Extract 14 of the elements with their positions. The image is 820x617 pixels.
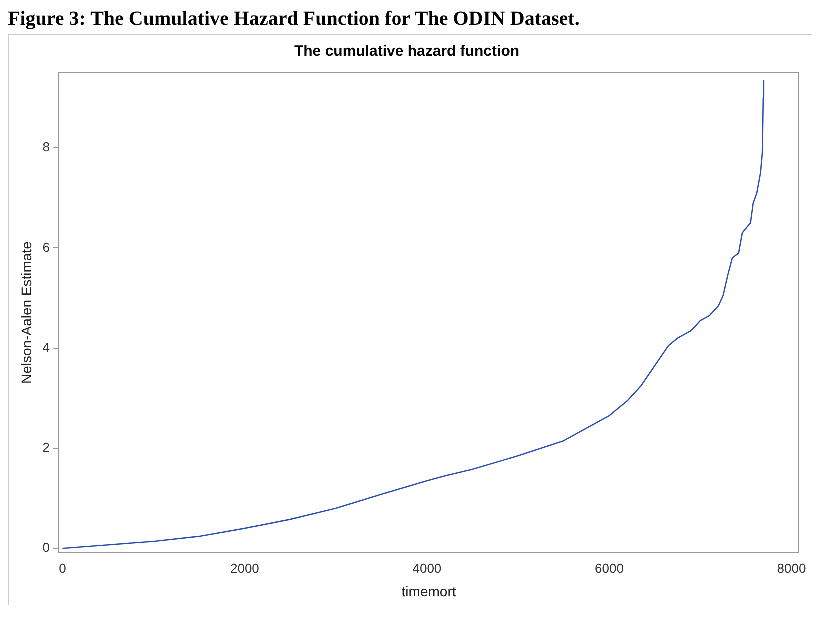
x-tick-label: 2000 (230, 560, 260, 576)
x-axis-title: timemort (402, 583, 456, 600)
y-tick-label: 6 (42, 240, 50, 255)
chart-subtitle: The cumulative hazard function (294, 43, 520, 60)
chart-title: Figure 3: The Cumulative Hazard Function for The ODIN Dataset. (8, 8, 581, 30)
y-tick-label: 2 (42, 440, 50, 456)
x-tick-label: 8000 (777, 560, 806, 576)
x-tick-label: 0 (59, 560, 66, 576)
y-axis-title: Nelson-Aalen Estimate (18, 241, 34, 384)
y-tick-label: 4 (42, 340, 50, 355)
y-tick-label: 8 (42, 140, 50, 155)
y-tick-label: 0 (42, 540, 50, 556)
x-tick-label: 4000 (412, 560, 442, 576)
x-tick-label: 6000 (594, 560, 624, 576)
